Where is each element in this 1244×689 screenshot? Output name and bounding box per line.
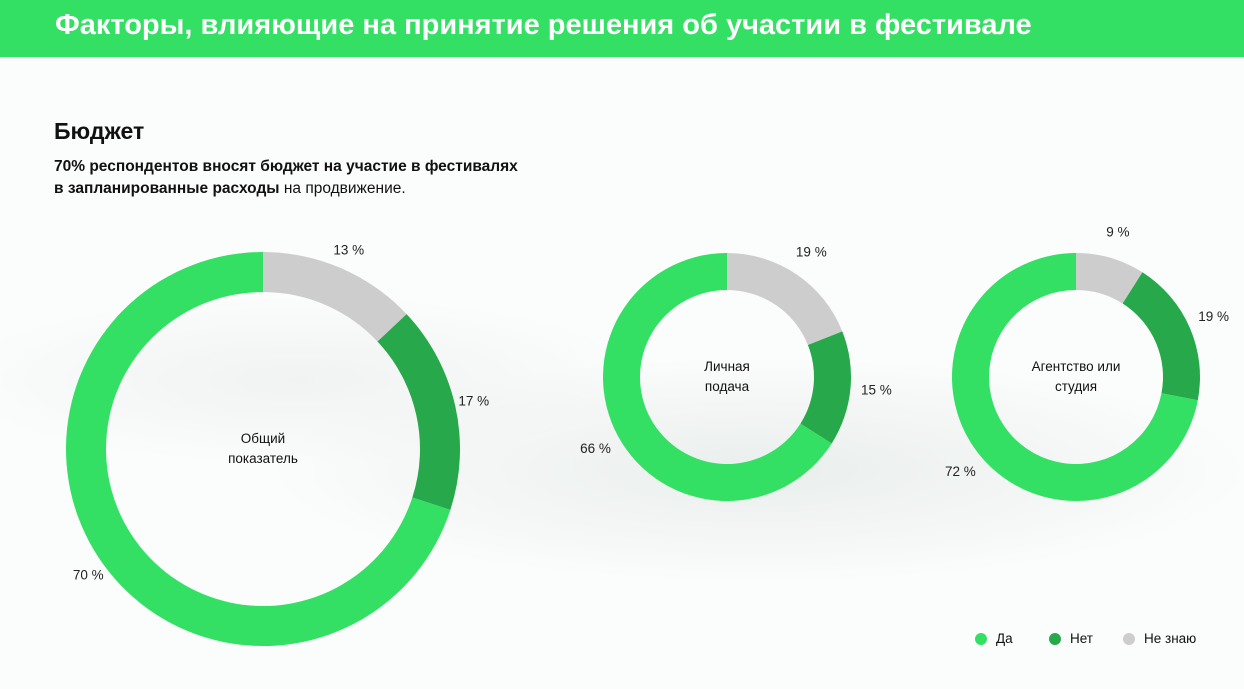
legend-swatch	[1049, 632, 1061, 645]
section-title: Бюджет	[54, 118, 145, 144]
subtitle-bold: в запланированные расходы	[54, 180, 280, 197]
legend-label: Нет	[1070, 631, 1093, 646]
donut-segment	[377, 314, 460, 510]
legend-swatch	[975, 632, 987, 645]
chart-center-label: Общий показатель	[228, 431, 298, 466]
chart-center-label: Личная подача	[704, 359, 750, 394]
donut-segment	[1076, 253, 1143, 304]
chart-center-label: Агентство или студия	[1031, 359, 1121, 394]
value-label: 17 %	[458, 393, 489, 408]
donut-segment	[727, 253, 843, 345]
legend-item: Да	[975, 631, 1013, 646]
legend-item: Нет	[1049, 631, 1093, 646]
donut-segment	[951, 253, 1198, 501]
value-label: 13 %	[333, 242, 364, 257]
value-label: 66 %	[580, 441, 611, 456]
donut-segment	[1122, 272, 1200, 401]
subtitle-text: на продвижение.	[283, 180, 406, 197]
legend-item: Не знаю	[1123, 631, 1196, 646]
value-label: 9 %	[1106, 225, 1129, 240]
value-label: 19 %	[796, 245, 827, 260]
donut-segment	[263, 252, 407, 342]
value-label: 19 %	[1198, 309, 1229, 324]
header: Факторы, влияющие на принятие решения об…	[0, 0, 1244, 57]
legend-label: Да	[996, 631, 1013, 646]
subtitle: 70% респондентов вносят бюджет на участи…	[54, 156, 518, 200]
value-label: 15 %	[861, 383, 892, 398]
donut-segment	[800, 331, 851, 444]
donut-segment	[603, 253, 832, 502]
legend-swatch	[1123, 632, 1135, 645]
value-label: 70 %	[73, 568, 104, 583]
subtitle-bold: 70% респондентов вносят бюджет на участи…	[54, 158, 518, 175]
value-label: 72 %	[945, 464, 976, 479]
legend-label: Не знаю	[1144, 631, 1197, 646]
header-title: Факторы, влияющие на принятие решения об…	[55, 9, 1032, 41]
